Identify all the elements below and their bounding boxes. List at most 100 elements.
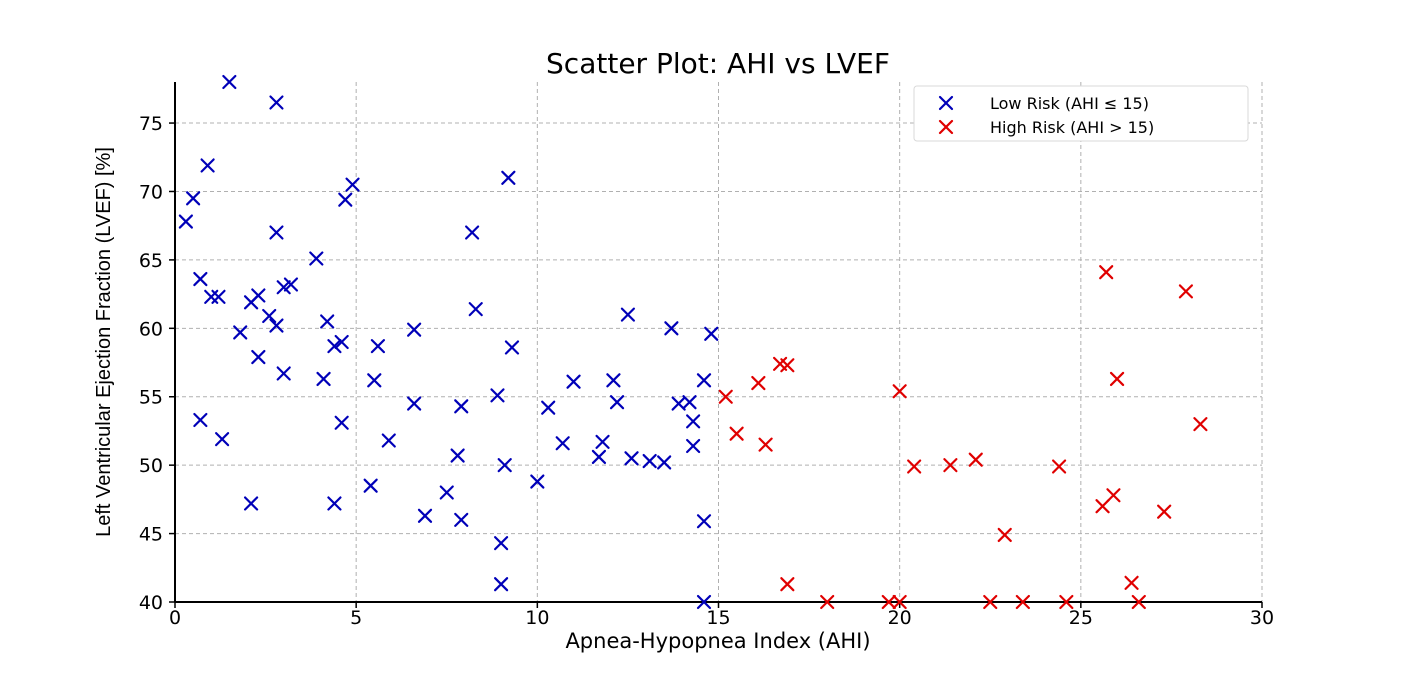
x-tick-label: 20 xyxy=(888,607,912,629)
low-risk-point xyxy=(686,438,701,454)
low-risk-point xyxy=(338,192,353,207)
high-risk-point xyxy=(751,375,766,391)
low-risk-point xyxy=(327,496,342,511)
low-risk-point xyxy=(468,302,483,317)
low-risk-point xyxy=(494,536,509,551)
high-risk-point xyxy=(780,358,795,373)
low-risk-point xyxy=(595,434,610,449)
legend-marker-low-risk xyxy=(938,95,954,111)
low-risk-point xyxy=(704,326,719,341)
high-risk-point xyxy=(968,452,983,467)
high-risk-point xyxy=(943,458,958,473)
legend: Low Risk (AHI ≤ 15) High Risk (AHI > 15) xyxy=(913,85,1249,142)
low-risk-point xyxy=(657,455,672,470)
low-risk-point xyxy=(370,339,386,354)
low-risk-point xyxy=(186,191,201,206)
low-risk-point xyxy=(606,373,621,388)
low-risk-point xyxy=(251,349,266,365)
high-risk-point xyxy=(1015,594,1030,610)
low-risk-point xyxy=(309,251,324,266)
low-risk-point xyxy=(417,508,433,523)
high-risk-point xyxy=(1193,417,1208,432)
low-risk-point xyxy=(262,308,277,324)
low-risk-point xyxy=(269,95,284,110)
low-risk-point xyxy=(642,453,657,469)
low-risk-point xyxy=(566,374,581,389)
y-tick-label: 60 xyxy=(139,318,163,340)
low-risk-point xyxy=(497,458,512,473)
low-risk-point xyxy=(200,158,215,173)
low-risk-point xyxy=(465,225,480,240)
y-tick-label: 55 xyxy=(139,387,163,409)
high-risk-point xyxy=(820,594,835,610)
low-risk-point xyxy=(334,334,349,350)
axis-ticks: 0 5 10 15 20 25 30 40 45 50 55 60 65 70 75 xyxy=(139,113,1274,629)
low-risk-point xyxy=(345,177,360,192)
low-risk-point xyxy=(407,396,422,411)
low-risk-point xyxy=(454,399,469,414)
low-risk-point xyxy=(320,314,335,329)
low-risk-point xyxy=(609,395,625,410)
low-risk-point xyxy=(682,395,697,410)
y-tick-label: 70 xyxy=(139,181,163,203)
high-risk-point xyxy=(1099,265,1114,280)
low-risk-point xyxy=(233,325,248,340)
low-risk-point xyxy=(269,225,284,240)
chart-title: Scatter Plot: AHI vs LVEF xyxy=(546,47,890,80)
high-risk-point xyxy=(1095,499,1110,514)
low-risk-point xyxy=(494,577,509,592)
high-risk-point xyxy=(892,384,907,399)
high-risk-point xyxy=(1131,594,1146,610)
high-risk-point xyxy=(1051,459,1067,474)
high-risk-point xyxy=(983,594,998,610)
low-risk-point xyxy=(696,514,712,529)
high-risk-point xyxy=(1106,488,1121,503)
low-risk-point xyxy=(504,340,520,355)
low-risk-point xyxy=(686,414,701,429)
high-risk-point xyxy=(718,389,733,404)
low-risk-point xyxy=(193,412,208,428)
x-tick-label: 10 xyxy=(525,607,549,629)
low-risk-point xyxy=(407,322,422,337)
x-axis-label: Apnea-Hypopnea Index (AHI) xyxy=(565,629,870,653)
low-risk-point xyxy=(215,432,230,447)
low-risk-point xyxy=(251,288,266,303)
low-risk-point xyxy=(269,318,284,333)
low-risk-point xyxy=(696,594,712,610)
high-risk-point xyxy=(997,527,1012,543)
legend-marker-high-risk xyxy=(938,119,954,135)
y-tick-label: 50 xyxy=(139,455,163,477)
x-tick-label: 5 xyxy=(350,607,362,629)
low-risk-point xyxy=(624,451,639,466)
x-tick-label: 15 xyxy=(706,607,730,629)
high-risk-point xyxy=(758,437,773,452)
low-risk-point xyxy=(178,214,193,229)
low-risk-point xyxy=(367,373,382,388)
high-risk-point xyxy=(1059,594,1074,610)
high-risk-point xyxy=(1124,575,1139,590)
low-risk-point xyxy=(276,280,291,295)
legend-label-high-risk: High Risk (AHI > 15) xyxy=(990,118,1154,137)
low-risk-point xyxy=(327,339,342,354)
high-risk-point xyxy=(1178,284,1194,299)
y-axis-label: Left Ventricular Ejection Fraction (LVEF… xyxy=(93,147,115,537)
y-tick-label: 75 xyxy=(139,113,163,135)
low-risk-point xyxy=(696,373,712,388)
low-risk-point xyxy=(530,474,545,489)
legend-label-low-risk: Low Risk (AHI ≤ 15) xyxy=(990,94,1149,113)
high-risk-point xyxy=(780,577,795,592)
low-risk-point xyxy=(222,74,237,90)
low-risk-point xyxy=(555,436,570,451)
low-risk-point xyxy=(316,371,331,387)
high-risk-point xyxy=(729,426,744,441)
low-risk-point xyxy=(450,448,465,463)
low-risk-point xyxy=(283,277,299,292)
low-risk-point xyxy=(363,478,378,493)
y-tick-label: 65 xyxy=(139,250,163,272)
x-tick-label: 0 xyxy=(169,607,181,629)
y-tick-label: 45 xyxy=(139,524,163,546)
high-risk-point xyxy=(1109,371,1125,387)
high-risk-series xyxy=(718,265,1208,610)
high-risk-point xyxy=(907,459,922,474)
